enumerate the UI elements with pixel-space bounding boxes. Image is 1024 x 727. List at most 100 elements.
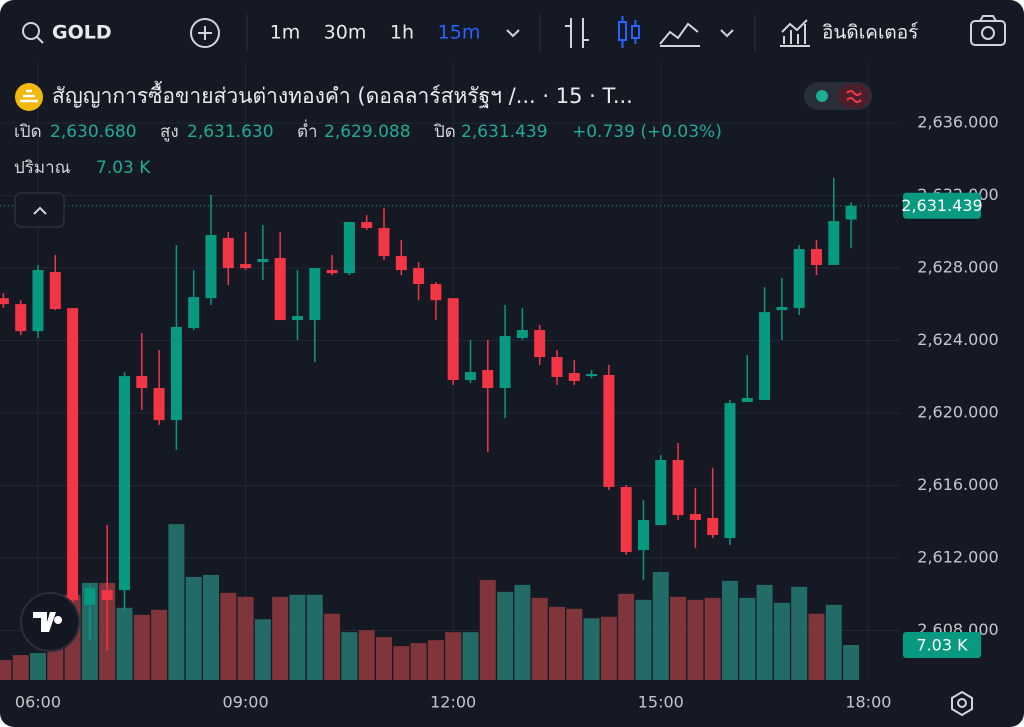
volume-bar bbox=[773, 602, 790, 680]
volume-label: ปริมาณ bbox=[14, 158, 71, 178]
volume-bar bbox=[704, 597, 721, 680]
bar-chart-icon[interactable] bbox=[565, 18, 589, 48]
change-value: +0.739 (+0.03%) bbox=[572, 122, 722, 142]
volume-bar bbox=[47, 648, 64, 680]
volume-bar bbox=[635, 599, 652, 680]
candle-body bbox=[776, 307, 788, 311]
low-label: ต่ำ bbox=[297, 119, 318, 142]
interval-dropdown[interactable] bbox=[506, 29, 520, 38]
add-symbol-button[interactable] bbox=[190, 18, 220, 48]
candle-body bbox=[170, 326, 182, 421]
last-volume-label: 7.03 K bbox=[916, 635, 968, 654]
last-volume-badge bbox=[903, 631, 981, 658]
x-tick-label: 18:00 bbox=[845, 693, 891, 712]
candle-body bbox=[309, 268, 321, 321]
candle-body bbox=[240, 264, 252, 269]
volume-bar bbox=[514, 584, 531, 680]
close-label: ปิด bbox=[433, 122, 456, 142]
volume-bar bbox=[808, 613, 825, 680]
candle-body bbox=[413, 268, 425, 285]
candle-body bbox=[136, 376, 148, 389]
y-tick-label: 2,612.000 bbox=[917, 548, 998, 567]
candle-body bbox=[568, 372, 580, 381]
symbol[interactable]: GOLD bbox=[52, 22, 112, 44]
interval-active[interactable]: 15m bbox=[438, 22, 481, 44]
candle-body bbox=[586, 374, 598, 377]
search-icon[interactable] bbox=[22, 22, 40, 40]
x-tick-label: 15:00 bbox=[638, 693, 684, 712]
volume-bar bbox=[652, 571, 669, 680]
candle-body bbox=[603, 374, 615, 487]
volume-bar bbox=[133, 614, 150, 680]
open-value: 2,630.680 bbox=[50, 122, 137, 142]
volume-bar bbox=[220, 592, 237, 680]
last-price-badge bbox=[903, 192, 981, 219]
candle-body bbox=[32, 270, 44, 332]
volume-bar bbox=[306, 594, 323, 680]
candle-body bbox=[482, 370, 494, 389]
candle-body bbox=[101, 590, 113, 601]
volume-bar bbox=[289, 594, 306, 680]
candle-body bbox=[655, 459, 667, 526]
area-chart-icon[interactable] bbox=[659, 22, 700, 47]
volume-bar bbox=[358, 630, 375, 680]
chart-type-dropdown[interactable] bbox=[720, 29, 734, 38]
interval[interactable]: 30m bbox=[324, 22, 367, 44]
search-icon-handle bbox=[36, 36, 44, 44]
indicators-icon[interactable] bbox=[780, 19, 810, 47]
candle-body bbox=[153, 388, 165, 421]
candle-body bbox=[551, 357, 563, 377]
candle-body bbox=[118, 376, 130, 591]
close-value: 2,631.439 bbox=[461, 122, 548, 142]
candle-body bbox=[84, 588, 96, 605]
plot-area bbox=[0, 177, 900, 680]
volume-bar bbox=[393, 646, 410, 680]
indicators-button[interactable]: อินดิเคเตอร์ bbox=[822, 22, 918, 44]
collapse-icon bbox=[33, 206, 47, 215]
volume-bar bbox=[531, 597, 548, 680]
candle-body bbox=[274, 258, 286, 321]
volume-bar bbox=[185, 576, 202, 680]
market-status-dot bbox=[816, 90, 828, 102]
y-tick-label: 2,628.000 bbox=[917, 258, 998, 277]
volume-bar bbox=[445, 632, 462, 680]
tradingview-logo[interactable] bbox=[20, 592, 80, 652]
plus-icon bbox=[198, 26, 212, 40]
legend: สัญญาการซื้อขายส่วนต่างทองคำ (ดอลลาร์สหร… bbox=[14, 81, 872, 228]
volume-bar bbox=[583, 618, 600, 680]
y-tick-label: 2,616.000 bbox=[917, 475, 998, 494]
candle-body bbox=[793, 249, 805, 309]
symbol-icon-mark bbox=[20, 89, 38, 103]
volume-bar bbox=[202, 574, 219, 680]
y-tick-label: 2,624.000 bbox=[917, 330, 998, 349]
x-tick-label: 09:00 bbox=[223, 693, 269, 712]
interval[interactable]: 1m bbox=[270, 22, 301, 44]
volume-bar bbox=[237, 596, 254, 680]
collapse-legend-button[interactable] bbox=[14, 192, 65, 228]
last-price-label: 2,631.439 bbox=[901, 196, 982, 215]
candle-body bbox=[49, 272, 61, 310]
volume-bar bbox=[739, 597, 756, 680]
settings-button[interactable] bbox=[951, 690, 973, 717]
interval[interactable]: 1h bbox=[390, 22, 414, 44]
candle-body bbox=[222, 237, 234, 269]
candle-body bbox=[343, 222, 355, 274]
volume-bar bbox=[341, 632, 358, 680]
delay-icon bbox=[846, 90, 862, 103]
candle-body bbox=[361, 222, 373, 229]
candle-body bbox=[672, 459, 684, 516]
candle-body bbox=[291, 316, 303, 321]
volume-bar bbox=[324, 613, 341, 680]
volume-value: 7.03 K bbox=[96, 158, 151, 178]
candle-body bbox=[447, 298, 459, 381]
candle-body bbox=[810, 249, 822, 265]
low-value: 2,629.088 bbox=[324, 122, 411, 142]
screenshot-button[interactable] bbox=[970, 15, 1006, 46]
volume-bar bbox=[254, 619, 271, 680]
candle-body bbox=[464, 372, 476, 381]
volume-bar bbox=[168, 524, 185, 680]
candle-body bbox=[15, 304, 27, 332]
candle-chart-icon[interactable] bbox=[618, 16, 640, 48]
